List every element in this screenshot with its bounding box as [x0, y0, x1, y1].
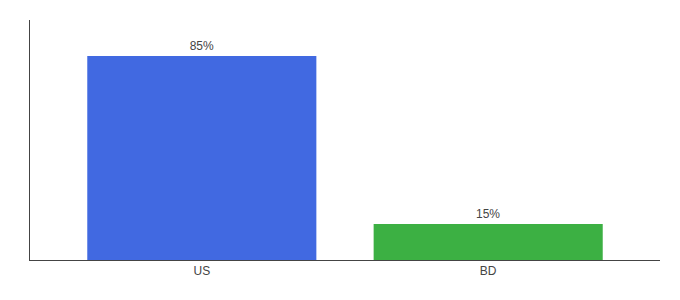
svg-text:15%: 15% — [476, 207, 500, 221]
svg-text:BD: BD — [480, 264, 497, 278]
svg-text:US: US — [193, 264, 210, 278]
svg-text:85%: 85% — [190, 39, 214, 53]
